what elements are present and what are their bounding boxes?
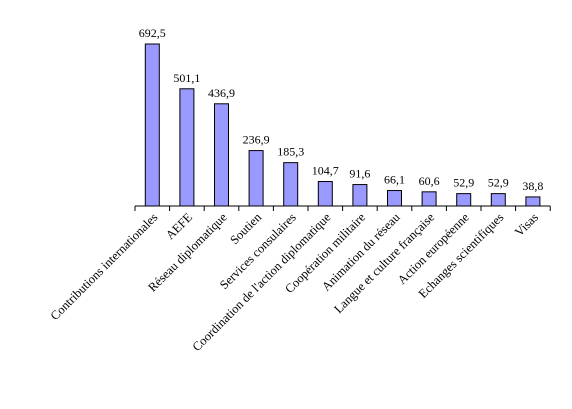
x-tick-label: Visas (512, 210, 541, 239)
data-label: 66,1 (384, 173, 405, 187)
data-label: 52,9 (488, 176, 509, 190)
data-label: 104,7 (312, 164, 339, 178)
bar (317, 181, 333, 207)
bar (421, 191, 437, 207)
bar (248, 150, 264, 207)
data-label: 436,9 (208, 86, 235, 100)
bar (490, 193, 506, 207)
data-label: 52,9 (453, 176, 474, 190)
data-label: 692,5 (139, 26, 166, 40)
bar (352, 184, 368, 207)
x-axis-ticks (134, 206, 551, 211)
data-label: 60,6 (419, 174, 440, 188)
data-label: 38,8 (522, 179, 543, 193)
bar (283, 162, 299, 207)
x-tick-label: Contributions internationales (48, 210, 161, 323)
bar (456, 193, 472, 207)
data-label: 501,1 (173, 71, 200, 85)
bar (387, 190, 402, 207)
bar (179, 88, 195, 207)
x-tick-label: AEFE (163, 210, 195, 242)
data-label: 185,3 (277, 145, 304, 159)
bar (525, 196, 541, 207)
bars-group (144, 43, 541, 207)
bar (144, 43, 160, 207)
value-labels-group: 692,5 501,1 436,9 236,9 185,3 104,7 91,6 66,1 60… (139, 26, 544, 193)
data-label: 236,9 (243, 133, 270, 147)
bar (214, 103, 229, 207)
data-label: 91,6 (349, 167, 370, 181)
category-labels-group: Contributions internationales AEFERéseau … (48, 210, 541, 354)
